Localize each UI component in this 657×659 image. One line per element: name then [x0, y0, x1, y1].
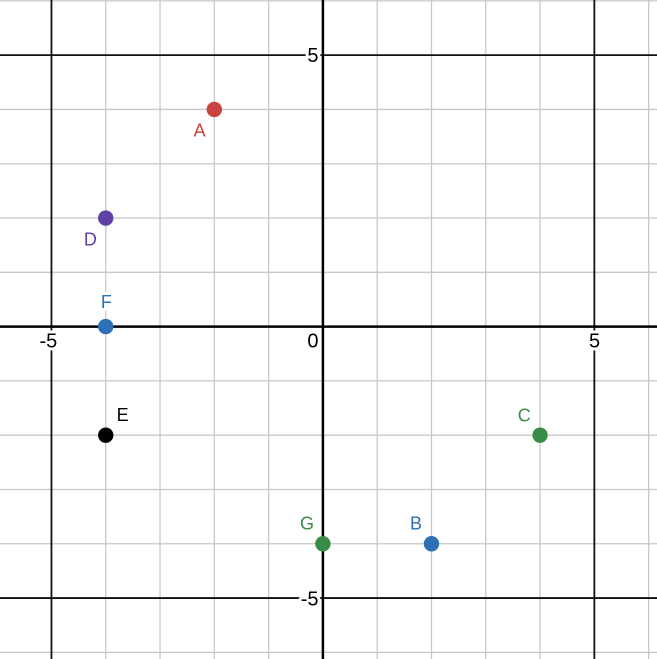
- svg-text:E: E: [117, 405, 129, 425]
- svg-text:F: F: [101, 292, 112, 312]
- svg-text:-5: -5: [301, 588, 319, 610]
- svg-text:B: B: [410, 514, 422, 534]
- svg-text:0: 0: [307, 331, 318, 353]
- svg-text:5: 5: [307, 45, 318, 67]
- svg-text:G: G: [300, 513, 314, 533]
- svg-text:5: 5: [589, 331, 600, 353]
- svg-text:D: D: [84, 229, 97, 249]
- svg-text:C: C: [518, 405, 531, 425]
- svg-text:A: A: [194, 121, 206, 141]
- svg-text:-5: -5: [40, 331, 58, 353]
